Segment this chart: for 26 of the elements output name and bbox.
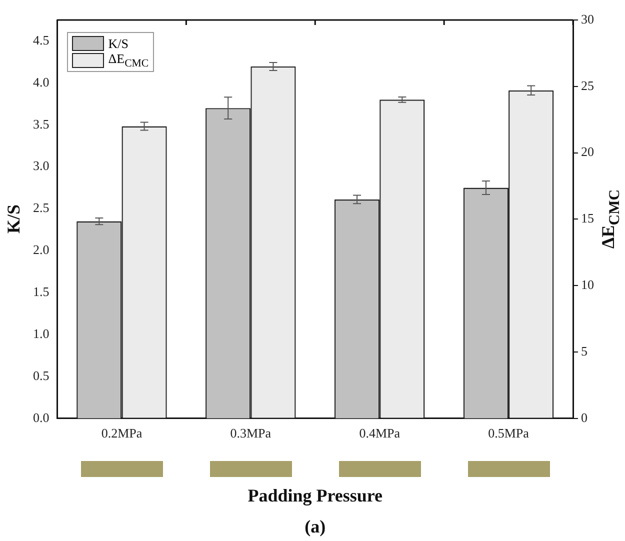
y-axis-title: K/S: [4, 204, 24, 234]
y-tick-label: 0.0: [33, 410, 50, 425]
y-tick-label: 4.0: [33, 74, 50, 90]
y2-tick-label: 0: [581, 410, 588, 425]
y-tick-label: 2.5: [33, 200, 50, 216]
y2-tick-label: 25: [581, 78, 594, 93]
text: (a): [304, 516, 326, 538]
x-axis-title: Padding Pressure: [248, 486, 383, 506]
y2-tick-label: 10: [581, 277, 594, 292]
y2-tick-label: 5: [581, 343, 588, 358]
y-tick-label: 1.0: [33, 326, 50, 341]
x-tick-label: 0.5MPa: [488, 426, 530, 441]
y2-tick-label: 15: [581, 210, 594, 226]
legend-label: K/S: [108, 36, 128, 52]
y-tick-label: 4.5: [33, 32, 50, 48]
y-tick-label: 0.5: [33, 368, 50, 383]
y-tick-label: 1.5: [33, 284, 50, 300]
y-tick-label: 3.5: [33, 116, 50, 132]
y2-tick-label: 20: [581, 144, 594, 160]
y-tick-label: 3.0: [33, 158, 50, 174]
legend-label: ΔE$_{CMC}$: [108, 51, 149, 70]
y-tick-label: 2.0: [33, 242, 50, 258]
y2-tick-label: 30: [581, 11, 594, 26]
x-tick-label: 0.2MPa: [101, 426, 142, 441]
x-tick-label: 0.3MPa: [230, 426, 272, 441]
x-tick-label: 0.4MPa: [359, 426, 400, 441]
